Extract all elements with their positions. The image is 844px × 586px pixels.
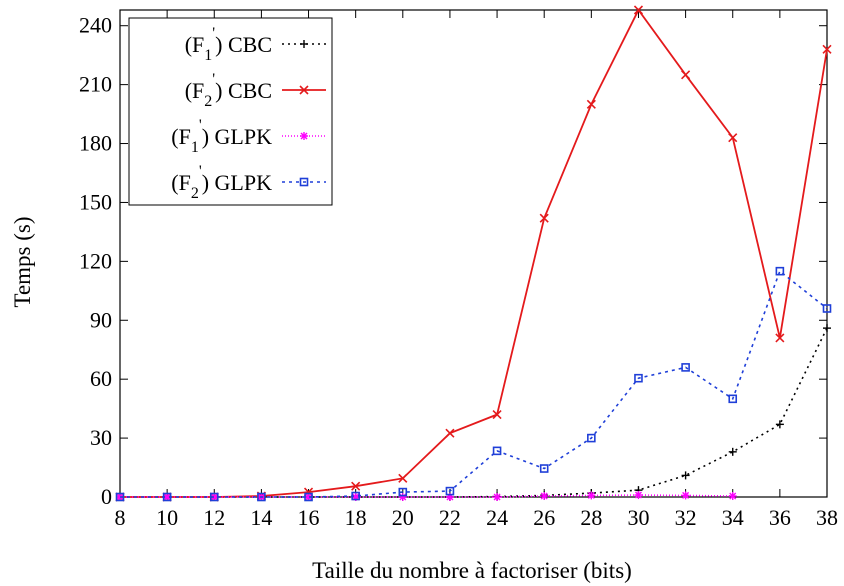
data-point	[634, 491, 643, 500]
x-tick-label: 12	[203, 505, 225, 530]
data-point	[775, 266, 785, 276]
x-tick-label: 32	[675, 505, 697, 530]
data-point	[162, 492, 172, 502]
legend-entry: (F2') CBC	[185, 71, 326, 110]
data-point	[539, 464, 549, 473]
series-4	[115, 266, 832, 502]
data-point	[209, 492, 219, 502]
data-point	[304, 492, 313, 502]
legend-marker	[300, 132, 308, 140]
plot-frame	[119, 9, 828, 498]
x-tick-label: 18	[345, 505, 367, 530]
x-tick-label: 28	[580, 505, 602, 530]
x-tick-label: 38	[816, 505, 838, 530]
data-point	[728, 447, 737, 456]
legend-label: (F2') GLPK	[171, 163, 272, 202]
series-1	[116, 324, 831, 501]
legend: (F1') CBC (F2') CBC (F1') GLPK (F2') GLPK	[128, 17, 333, 206]
x-tick-label: 36	[769, 505, 791, 530]
data-point	[540, 492, 549, 501]
y-axis-label: Temps (s)	[10, 216, 35, 307]
x-tick-label: 16	[298, 505, 320, 530]
legend-box	[128, 17, 333, 206]
y-tick-label: 210	[79, 72, 112, 97]
data-point	[823, 324, 831, 333]
legend-marker	[299, 177, 309, 187]
data-point	[822, 44, 832, 54]
y-tick-label: 150	[79, 189, 112, 214]
legend-entry: (F2') GLPK	[171, 163, 326, 202]
data-point	[633, 5, 644, 15]
y-tick-label: 0	[101, 484, 112, 509]
data-point	[587, 433, 596, 443]
series-line	[120, 327, 828, 498]
data-point	[445, 486, 455, 496]
series-layer	[115, 5, 832, 502]
data-point	[587, 491, 596, 500]
x-tick-label: 26	[533, 505, 555, 530]
y-tick-label: 240	[79, 13, 112, 38]
data-point	[492, 446, 502, 456]
data-point	[210, 493, 219, 501]
x-axis-label: Taille du nombre à factoriser (bits)	[312, 558, 632, 583]
data-point	[539, 213, 549, 223]
data-point	[775, 333, 785, 343]
data-point	[351, 481, 361, 491]
x-tick-label: 24	[486, 505, 508, 530]
y-tick-label: 60	[90, 366, 112, 391]
legend-label: (F1') GLPK	[171, 117, 272, 156]
data-point	[492, 409, 502, 420]
data-point	[681, 491, 690, 500]
x-tick-label: 20	[392, 505, 414, 530]
y-tick-label: 180	[79, 131, 112, 156]
y-axis: 0 30 60 90 120 150 180 210 240	[79, 13, 827, 509]
series-3	[116, 491, 737, 501]
data-point	[681, 70, 691, 80]
series-line	[120, 494, 733, 498]
x-tick-label: 34	[722, 505, 744, 530]
series-line	[120, 269, 828, 498]
data-point	[775, 420, 784, 429]
data-point	[634, 373, 643, 383]
data-point	[351, 491, 360, 501]
data-point	[493, 493, 502, 501]
legend-label: (F1') CBC	[185, 25, 272, 64]
x-tick-label: 10	[156, 505, 178, 530]
x-tick-label: 22	[439, 505, 461, 530]
data-point	[445, 428, 455, 438]
data-point	[728, 492, 737, 501]
x-tick-label: 14	[250, 505, 272, 530]
legend-marker	[299, 85, 309, 95]
x-tick-label: 30	[627, 505, 649, 530]
plot-border	[119, 9, 828, 498]
legend-entry: (F1') CBC	[185, 25, 326, 64]
y-tick-label: 120	[79, 248, 112, 273]
legend-label: (F2') CBC	[185, 71, 272, 110]
y-tick-label: 30	[90, 425, 112, 450]
data-point	[728, 394, 738, 404]
data-point	[728, 133, 738, 143]
data-point	[681, 471, 690, 480]
data-point	[257, 492, 266, 502]
data-point	[398, 487, 408, 497]
data-point	[115, 492, 125, 502]
x-tick-label: 8	[115, 505, 126, 530]
data-point	[586, 99, 596, 109]
data-point	[398, 473, 408, 483]
legend-marker	[300, 40, 308, 48]
legend-entry: (F1') GLPK	[171, 117, 326, 156]
data-point	[822, 304, 832, 313]
x-axis: 8 10 12 14 16 18 20 22 24 26 28 30 32 34 36 38	[115, 10, 838, 530]
data-point	[681, 363, 690, 372]
y-tick-label: 90	[90, 307, 112, 332]
